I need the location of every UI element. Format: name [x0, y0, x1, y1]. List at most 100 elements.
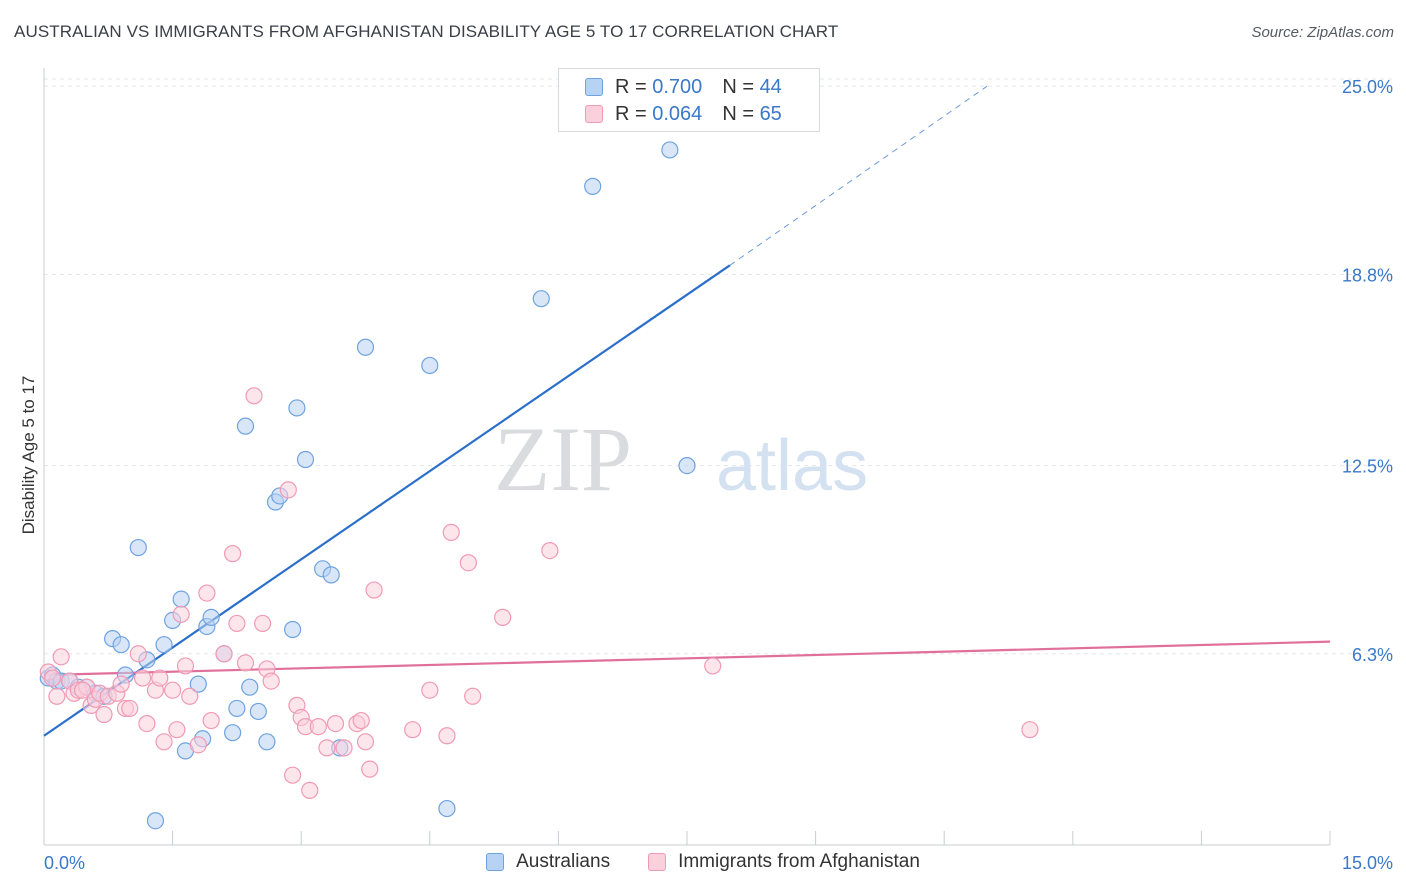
- afghanistan-point[interactable]: [189, 736, 207, 754]
- n-value: 65: [759, 102, 782, 125]
- afghanistan-point[interactable]: [262, 672, 280, 690]
- n-label: N =: [722, 75, 760, 98]
- australians-point[interactable]: [284, 620, 302, 639]
- stats-legend: R = 0.700 N = 44 R = 0.064 N = 65: [558, 68, 820, 132]
- afghanistan-point[interactable]: [442, 523, 460, 541]
- afghanistan-point[interactable]: [133, 669, 152, 687]
- afghanistan-point[interactable]: [224, 545, 242, 563]
- x-tick-label-min: 0.0%: [44, 853, 85, 873]
- afghanistan-point[interactable]: [404, 721, 422, 739]
- trend-lines: [43, 85, 1331, 737]
- afghanistan-point[interactable]: [301, 781, 319, 799]
- y-tick-label: 12.5%: [1342, 457, 1393, 477]
- series-legend: Australians Immigrants from Afghanistan: [0, 851, 1406, 873]
- australians-point[interactable]: [296, 450, 315, 469]
- afghanistan-point[interactable]: [704, 657, 722, 675]
- watermark-zip: ZIP: [494, 408, 632, 510]
- australians-point[interactable]: [202, 608, 220, 626]
- australians-point[interactable]: [661, 141, 679, 159]
- afghanistan-point[interactable]: [335, 739, 353, 757]
- afghanistan-point[interactable]: [73, 681, 92, 699]
- afghanistan-point[interactable]: [95, 705, 113, 724]
- afghanistan-point[interactable]: [326, 714, 345, 733]
- australians-trend-extension: [729, 85, 988, 266]
- afghanistan-point[interactable]: [181, 687, 199, 705]
- australians-point[interactable]: [288, 399, 306, 417]
- australians-point[interactable]: [249, 702, 267, 721]
- chart-source: Source: ZipAtlas.com: [1251, 24, 1394, 41]
- afghanistan-point[interactable]: [541, 541, 559, 560]
- afghanistan-point[interactable]: [138, 714, 156, 733]
- afghanistan-point[interactable]: [215, 645, 233, 663]
- afghanistan-point[interactable]: [284, 766, 302, 784]
- afghanistan-point[interactable]: [279, 481, 297, 499]
- australians-point[interactable]: [189, 675, 207, 693]
- r-label: R =: [615, 102, 653, 125]
- australians-point[interactable]: [322, 566, 340, 584]
- afghanistan-point[interactable]: [121, 699, 139, 718]
- afghanistan-point[interactable]: [202, 711, 220, 730]
- afghanistan-point[interactable]: [168, 721, 186, 739]
- afghanistan-point[interactable]: [352, 711, 370, 730]
- australians-point[interactable]: [224, 724, 242, 742]
- afghanistan-point[interactable]: [228, 614, 246, 633]
- australians-point[interactable]: [421, 356, 439, 375]
- australians-point[interactable]: [236, 417, 255, 435]
- afghanistan-point[interactable]: [464, 687, 482, 705]
- australians-point[interactable]: [258, 733, 276, 751]
- y-tick-label: 18.8%: [1342, 265, 1393, 285]
- afghanistan-point[interactable]: [151, 669, 169, 687]
- legend-item-afghanistan[interactable]: Immigrants from Afghanistan: [648, 851, 920, 873]
- australians-point[interactable]: [438, 799, 456, 818]
- afghanistan-point[interactable]: [361, 760, 379, 778]
- chart-title: AUSTRALIAN VS IMMIGRANTS FROM AFGHANISTA…: [14, 22, 839, 41]
- y-axis-label: Disability Age 5 to 17: [19, 376, 38, 535]
- afghanistan-point[interactable]: [112, 675, 130, 693]
- stats-legend-row-afghanistan: R = 0.064 N = 65: [585, 101, 782, 127]
- y-tick-label: 25.0%: [1342, 77, 1393, 97]
- australians-point[interactable]: [155, 636, 173, 654]
- australians-point[interactable]: [241, 678, 259, 696]
- afghanistan-point[interactable]: [43, 669, 62, 687]
- afghanistan-point[interactable]: [365, 581, 383, 599]
- australians-point[interactable]: [678, 457, 696, 475]
- australians-point[interactable]: [584, 177, 602, 195]
- australians-point[interactable]: [112, 636, 130, 654]
- y-tick-labels: 6.3% 12.5% 18.8% 25.0%: [1342, 77, 1393, 665]
- legend-label-afghanistan: Immigrants from Afghanistan: [678, 851, 920, 872]
- afghanistan-point[interactable]: [172, 605, 190, 623]
- afghanistan-point[interactable]: [254, 614, 272, 633]
- afghanistan-point[interactable]: [52, 648, 70, 666]
- stats-legend-row-australians: R = 0.700 N = 44: [585, 74, 782, 100]
- watermark-atlas: atlas: [716, 426, 868, 506]
- afghanistan-point[interactable]: [494, 608, 512, 626]
- afghanistan-point[interactable]: [48, 687, 66, 705]
- australians-point[interactable]: [356, 338, 375, 356]
- afghanistan-point[interactable]: [164, 681, 182, 699]
- australians-point[interactable]: [172, 590, 190, 608]
- afghanistan-point[interactable]: [236, 654, 255, 672]
- afghanistan-point[interactable]: [438, 727, 456, 745]
- afghanistan-point[interactable]: [421, 681, 439, 699]
- afghanistan-point[interactable]: [318, 739, 336, 757]
- afghanistan-point[interactable]: [245, 387, 263, 405]
- afghanistan-point[interactable]: [155, 733, 173, 751]
- australians-point[interactable]: [129, 538, 147, 557]
- afghanistan-point[interactable]: [459, 554, 477, 572]
- afghanistan-trend-line: [43, 640, 1331, 677]
- legend-swatch-pink: [585, 105, 603, 123]
- australians-trend-line: [43, 264, 731, 737]
- legend-item-australians[interactable]: Australians: [486, 851, 610, 873]
- afghanistan-point[interactable]: [176, 657, 195, 675]
- afghanistan-point[interactable]: [309, 718, 327, 736]
- data-points: [39, 141, 1039, 830]
- australians-point[interactable]: [146, 812, 165, 830]
- australians-point[interactable]: [532, 290, 550, 308]
- australians-point[interactable]: [228, 699, 246, 718]
- gridlines: [44, 78, 1393, 655]
- afghanistan-point[interactable]: [356, 733, 375, 751]
- afghanistan-point[interactable]: [129, 645, 147, 663]
- afghanistan-point[interactable]: [198, 584, 216, 602]
- afghanistan-point[interactable]: [1021, 721, 1039, 739]
